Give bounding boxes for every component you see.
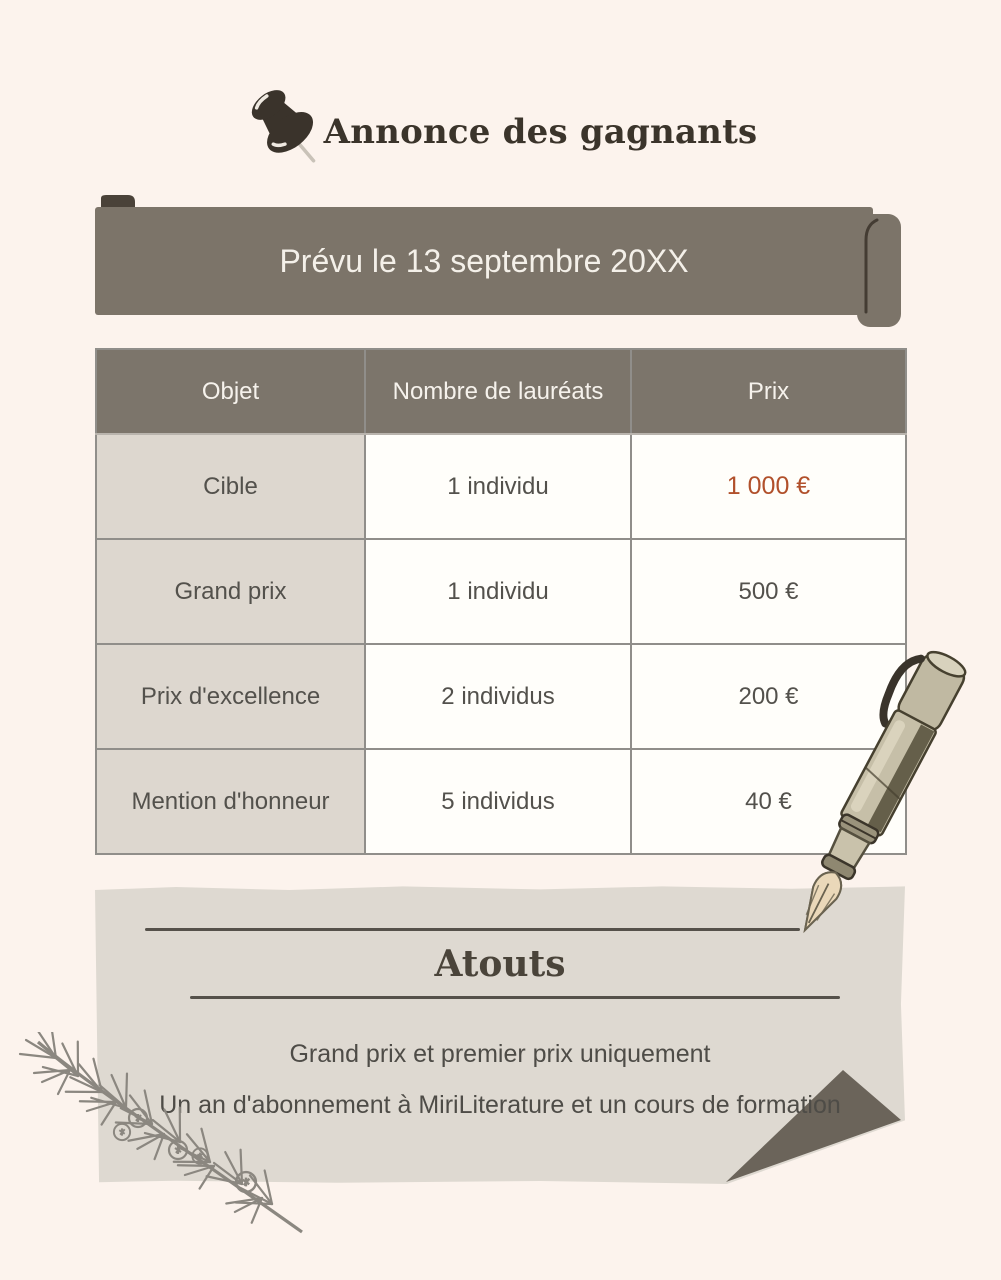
col-header-prix: Prix [630,348,907,435]
atouts-text-line: Un an d'abonnement à MiriLiterature et u… [159,1091,841,1119]
atouts-panel: Atouts Grand prix et premier prix unique… [95,886,905,1184]
page-title: Annonce des gagnants [323,112,758,152]
cell-prix: 500 € [630,538,907,645]
cell-prix-highlight: 1 000 € [630,433,907,540]
ribbon-curl-line [864,218,879,314]
table-row: Grand prix 1 individu 500 € [95,538,907,645]
atouts-text-line: Grand prix et premier prix uniquement [289,1040,711,1068]
divider-line-bottom [190,996,840,999]
col-header-laureats: Nombre de lauréats [364,348,632,435]
table-header-row: Objet Nombre de lauréats Prix [95,348,907,435]
table-row: Cible 1 individu 1 000 € [95,433,907,540]
table-row: Mention d'honneur 5 individus 40 € [95,748,907,855]
banner-ribbon-shape [95,195,901,327]
cell-objet: Cible [95,433,366,540]
cell-laureats: 2 individus [364,643,632,750]
cell-objet: Prix d'excellence [95,643,366,750]
prize-table: Objet Nombre de lauréats Prix Cible 1 in… [95,348,907,855]
fountain-pen-icon [803,650,967,933]
cell-objet: Grand prix [95,538,366,645]
col-header-objet: Objet [95,348,366,435]
date-banner: Prévu le 13 septembre 20XX [95,194,905,334]
page-header: Annonce des gagnants [0,84,1001,180]
cell-laureats: 1 individu [364,433,632,540]
divider-line-top [145,928,800,931]
cell-laureats: 5 individus [364,748,632,855]
panel-corner-fold [726,1070,901,1182]
cell-laureats: 1 individu [364,538,632,645]
banner-date-text: Prévu le 13 septembre 20XX [279,242,689,279]
atouts-title: Atouts [434,943,566,985]
table-row: Prix d'excellence 2 individus 200 € [95,643,907,750]
juniper-branch-icon [18,1032,303,1234]
cell-prix: 200 € [630,643,907,750]
cell-objet: Mention d'honneur [95,748,366,855]
pushpin-icon [251,90,315,163]
